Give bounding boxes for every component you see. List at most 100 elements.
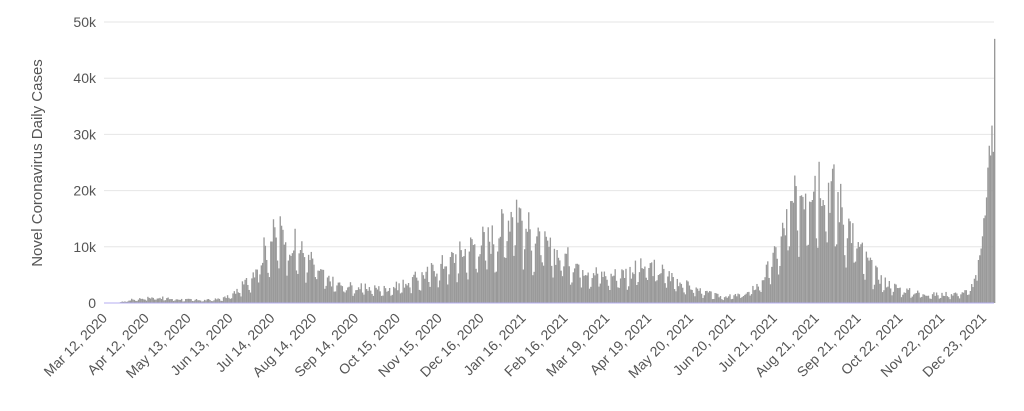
bar xyxy=(376,289,379,303)
bar xyxy=(438,280,441,303)
bar xyxy=(796,230,799,303)
bar xyxy=(295,270,298,303)
bar xyxy=(989,155,992,303)
bar xyxy=(958,298,961,303)
bar xyxy=(777,274,780,303)
bar xyxy=(641,268,643,303)
bar xyxy=(729,294,731,303)
bar xyxy=(203,299,206,303)
bar xyxy=(842,224,845,303)
bar xyxy=(405,283,407,303)
bar xyxy=(364,283,366,303)
bar xyxy=(605,276,607,303)
bar xyxy=(529,229,531,303)
bar xyxy=(334,291,337,303)
bar xyxy=(445,266,448,303)
bar xyxy=(899,287,901,303)
bar xyxy=(723,297,726,303)
bar xyxy=(359,289,361,303)
bar xyxy=(270,241,272,303)
bar xyxy=(606,279,608,303)
bar xyxy=(952,295,954,303)
bar xyxy=(297,273,299,303)
bar xyxy=(340,285,342,303)
bar xyxy=(487,227,489,303)
bar xyxy=(934,295,936,303)
bar xyxy=(686,280,688,303)
bar xyxy=(148,297,150,303)
bar xyxy=(953,293,955,303)
bar xyxy=(942,295,945,303)
bar xyxy=(332,276,334,303)
bar xyxy=(760,292,762,303)
bar xyxy=(515,199,518,303)
bar xyxy=(822,200,824,303)
bar xyxy=(360,283,362,303)
bar xyxy=(664,283,666,303)
bar xyxy=(559,260,561,303)
bar xyxy=(437,287,439,303)
bar xyxy=(309,260,311,303)
bar xyxy=(613,275,615,303)
bar xyxy=(267,272,269,303)
bar xyxy=(126,301,129,303)
bar xyxy=(791,200,793,303)
bar xyxy=(333,291,335,303)
bar xyxy=(251,278,253,303)
bar xyxy=(910,297,912,303)
bar xyxy=(129,300,132,303)
bar xyxy=(524,249,526,303)
bar xyxy=(690,289,692,303)
bar xyxy=(971,284,973,303)
bar xyxy=(156,298,159,303)
bar xyxy=(159,297,161,303)
bar xyxy=(328,275,330,303)
bar xyxy=(761,280,764,303)
bar xyxy=(957,296,959,303)
bar xyxy=(788,246,791,303)
bar xyxy=(411,277,414,303)
bar xyxy=(325,285,327,303)
bar xyxy=(318,270,321,303)
bar xyxy=(387,290,389,303)
bar xyxy=(455,254,457,303)
bar xyxy=(687,281,689,303)
bar xyxy=(540,255,542,303)
bar xyxy=(474,244,476,303)
bar xyxy=(275,237,277,303)
bar xyxy=(792,202,795,303)
bar xyxy=(803,209,805,303)
bar xyxy=(626,289,629,303)
bar xyxy=(225,298,227,303)
bar xyxy=(433,271,435,303)
bar xyxy=(737,293,739,303)
bar xyxy=(946,296,949,303)
bar xyxy=(422,275,425,303)
bar xyxy=(644,266,646,303)
bar xyxy=(795,186,797,303)
bar xyxy=(665,287,668,303)
bar xyxy=(632,272,634,303)
bar xyxy=(933,292,935,303)
bar xyxy=(565,253,568,303)
bar xyxy=(428,282,430,303)
bar xyxy=(931,294,934,303)
bar xyxy=(140,298,142,303)
bar xyxy=(245,278,248,303)
bar xyxy=(162,296,164,303)
bar xyxy=(818,161,820,303)
bar xyxy=(733,295,735,303)
bar xyxy=(590,286,592,303)
bar xyxy=(875,265,877,303)
bar xyxy=(189,298,191,303)
bar xyxy=(648,267,650,303)
bar xyxy=(155,299,157,303)
bar xyxy=(378,286,380,303)
bar xyxy=(235,293,237,303)
bar xyxy=(247,284,249,303)
bar xyxy=(912,294,915,303)
bar xyxy=(418,289,421,303)
bar xyxy=(262,262,264,303)
bar xyxy=(230,298,233,303)
